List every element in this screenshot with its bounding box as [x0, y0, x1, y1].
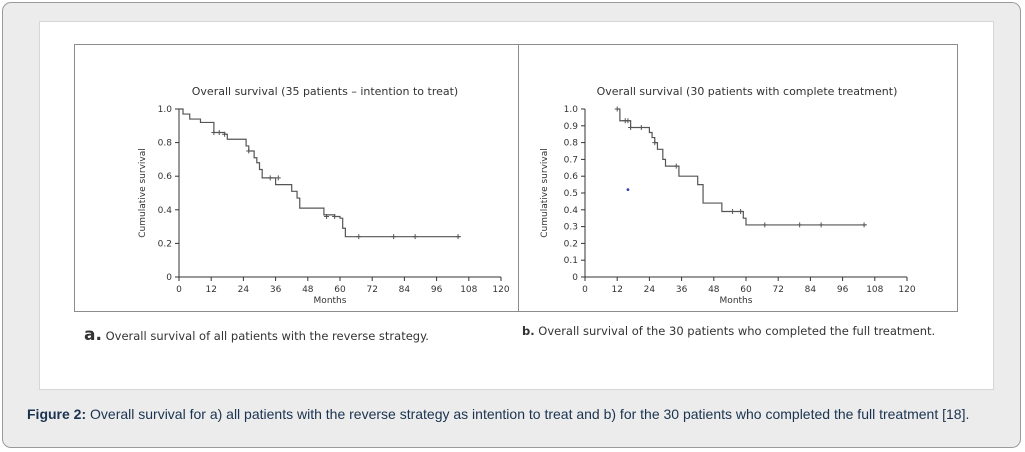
x-tick-label: 108: [460, 285, 477, 295]
y-tick-label: 0: [572, 273, 578, 283]
survival-chart-b: Overall survival (30 patients with compl…: [540, 85, 916, 306]
y-tick-label: 0.2: [564, 239, 578, 249]
y-tick-label: 1.0: [564, 105, 579, 115]
censor-mark: [652, 140, 658, 146]
censor-mark: [246, 148, 252, 154]
censor-mark: [324, 214, 330, 220]
censor-mark: [625, 118, 631, 124]
stray-point: [626, 188, 630, 192]
censor-mark: [216, 130, 222, 136]
x-tick-label: 108: [866, 285, 883, 295]
x-tick-label: 12: [611, 285, 622, 295]
y-tick-label: 0.4: [564, 206, 579, 216]
x-tick-label: 96: [431, 285, 443, 295]
x-tick-label: 60: [740, 285, 752, 295]
chart-title: Overall survival (30 patients with compl…: [597, 85, 898, 98]
subcaption-a: a. Overall survival of all patients with…: [84, 327, 524, 344]
y-tick-label: 0: [166, 273, 172, 283]
subcaption-b-letter: b.: [522, 324, 535, 338]
y-axis-label: Cumulative survival: [540, 148, 550, 238]
x-axis-label: Months: [720, 296, 753, 306]
censor-mark: [267, 175, 273, 181]
x-tick-label: 96: [837, 285, 849, 295]
censor-mark: [275, 175, 281, 181]
y-tick-label: 0.3: [564, 223, 578, 233]
chart-panel-a: Overall survival (35 patients – intentio…: [74, 44, 534, 312]
survival-step-line: [617, 108, 867, 226]
chart-title: Overall survival (35 patients – intentio…: [192, 85, 458, 98]
censor-mark: [222, 131, 228, 137]
x-tick-label: 72: [772, 285, 783, 295]
y-tick-label: 0.8: [564, 139, 579, 149]
x-tick-label: 24: [644, 285, 656, 295]
x-tick-label: 48: [708, 285, 720, 295]
censor-mark: [628, 124, 634, 130]
x-tick-label: 72: [366, 285, 377, 295]
survival-chart-a: Overall survival (35 patients – intentio…: [138, 85, 510, 306]
subcaption-b-text: Overall survival of the 30 patients who …: [534, 324, 936, 338]
y-tick-label: 0.6: [564, 172, 579, 182]
censor-mark: [332, 214, 338, 220]
subcaption-b: b. Overall survival of the 30 patients w…: [522, 323, 942, 339]
censor-mark: [738, 208, 744, 214]
censor-mark: [412, 234, 418, 240]
x-tick-label: 0: [582, 285, 588, 295]
censor-mark: [211, 130, 217, 136]
y-tick-label: 0.6: [158, 172, 173, 182]
y-tick-label: 0.4: [158, 206, 173, 216]
censor-mark: [797, 222, 803, 228]
x-tick-label: 84: [399, 285, 411, 295]
censor-mark: [673, 163, 679, 169]
y-tick-label: 0.1: [564, 256, 578, 266]
y-tick-label: 0.2: [158, 239, 172, 249]
censor-mark: [861, 222, 867, 228]
censor-mark: [455, 234, 461, 240]
censor-mark: [730, 208, 736, 214]
censor-mark: [762, 222, 768, 228]
chart-panel-b: Overall survival (30 patients with compl…: [518, 44, 958, 312]
x-tick-label: 120: [492, 285, 509, 295]
y-tick-label: 0.5: [564, 189, 578, 199]
censor-mark: [818, 222, 824, 228]
x-tick-label: 0: [176, 285, 182, 295]
x-tick-label: 48: [302, 285, 314, 295]
y-tick-label: 1.0: [158, 105, 173, 115]
y-tick-label: 0.8: [158, 139, 173, 149]
subcaption-a-text: Overall survival of all patients with th…: [101, 329, 429, 343]
censor-mark: [638, 124, 644, 130]
x-tick-label: 12: [205, 285, 216, 295]
y-axis-label: Cumulative survival: [138, 148, 148, 238]
figure-caption: Figure 2: Overall survival for a) all pa…: [27, 406, 1007, 423]
x-tick-label: 36: [270, 285, 282, 295]
censor-mark: [614, 106, 620, 112]
subcaption-a-letter: a.: [84, 325, 102, 345]
censor-mark: [391, 234, 397, 240]
censor-mark: [356, 234, 362, 240]
figure-caption-label: Figure 2:: [27, 406, 87, 422]
survival-step-line: [179, 108, 461, 238]
y-tick-label: 0.9: [564, 122, 579, 132]
x-axis-label: Months: [314, 296, 347, 306]
x-tick-label: 84: [805, 285, 817, 295]
x-tick-label: 120: [898, 285, 915, 295]
x-tick-label: 24: [238, 285, 250, 295]
x-tick-label: 36: [676, 285, 688, 295]
figure-caption-text: Overall survival for a) all patients wit…: [86, 406, 970, 422]
figure-image-area: Overall survival (35 patients – intentio…: [39, 21, 994, 390]
x-tick-label: 60: [334, 285, 346, 295]
y-tick-label: 0.7: [564, 155, 578, 165]
